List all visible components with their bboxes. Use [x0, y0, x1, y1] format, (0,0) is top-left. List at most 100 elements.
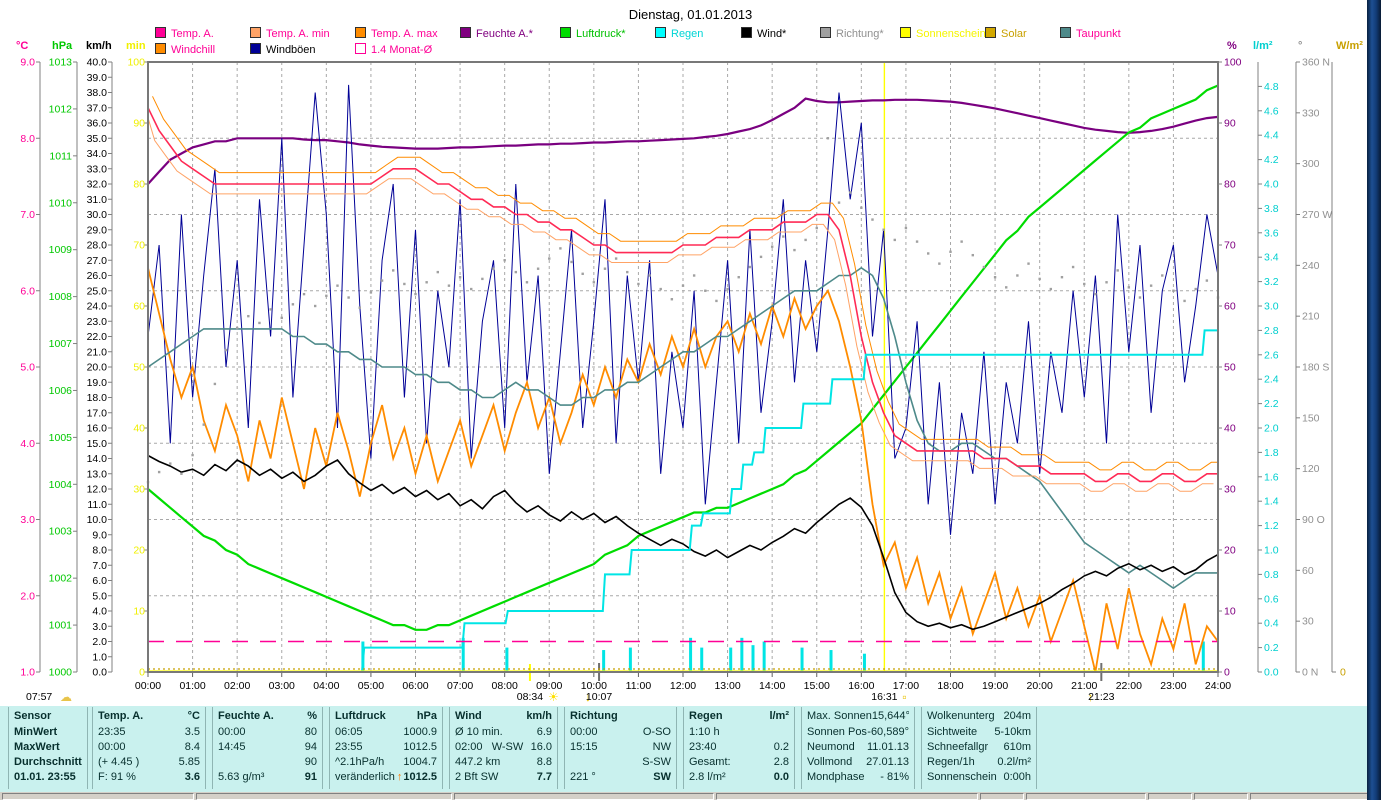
svg-text:20.0: 20.0: [87, 362, 108, 374]
table-row: 23:40 0.2: [689, 741, 789, 753]
svg-text:3.6: 3.6: [1264, 227, 1279, 239]
table-row: MaxWert: [14, 741, 60, 753]
legend-item-1-4-monat-: 1.4 Monat-Ø: [355, 43, 433, 56]
svg-text:36.0: 36.0: [87, 118, 108, 130]
table-row: Wolkenunterg 204m: [927, 710, 1031, 722]
svg-text:1012: 1012: [49, 103, 73, 115]
table-row: 14:45 94: [218, 741, 317, 753]
svg-text:21:23: 21:23: [1088, 691, 1114, 703]
series-temp_min: [147, 117, 1214, 492]
table-row: Neumond 11.01.13: [807, 741, 909, 753]
svg-text:10:00: 10:00: [581, 680, 607, 692]
series-luftdruck: [147, 84, 1219, 631]
legend-item-richtung-: Richtung*: [820, 27, 884, 40]
svg-text:27.0: 27.0: [87, 255, 108, 267]
y-axis-wm: 0: [1331, 62, 1346, 679]
table-column-info-2: Wolkenunterg 204m Sichtweite 5-10km Schneefa…: [921, 707, 1037, 789]
table-row: Richtung: [570, 710, 618, 722]
svg-text:19:00: 19:00: [982, 680, 1008, 692]
svg-text:06:00: 06:00: [402, 680, 428, 692]
annotation-16-31: 16:31 ▫: [871, 690, 906, 704]
legend-swatch-icon: [250, 27, 261, 38]
annotation-10-07: ↓10:07: [585, 690, 612, 704]
series-windboeen: [147, 84, 1219, 535]
table-row: 447.2 km 8.8: [455, 756, 552, 768]
axis-header-kmh: km/h: [86, 40, 112, 52]
legend-label: 1.4 Monat-Ø: [371, 44, 433, 56]
svg-text:2.2: 2.2: [1264, 398, 1279, 410]
legend-swatch-icon: [560, 27, 571, 38]
svg-text:30: 30: [133, 484, 145, 496]
svg-text:13.0: 13.0: [87, 468, 108, 480]
y-axis-deg: 0 N 30 60 90 O 120 150 180 S 210 240 270 W 300 330 3…: [1295, 57, 1332, 679]
svg-text:13:00: 13:00: [714, 680, 740, 692]
svg-text:1.0: 1.0: [92, 651, 107, 663]
sun-moon-markers: [528, 63, 1103, 681]
legend-item-windb-en: Windböen: [250, 43, 316, 56]
legend-swatch-icon: [985, 27, 996, 38]
status-segment: [1148, 793, 1192, 800]
table-row: 1:10 h: [689, 726, 720, 738]
svg-text:1.4: 1.4: [1264, 496, 1279, 508]
svg-text:22:00: 22:00: [1116, 680, 1142, 692]
legend-swatch-icon: [741, 27, 752, 38]
legend-swatch-icon: [1060, 27, 1071, 38]
svg-text:1.8: 1.8: [1264, 447, 1279, 459]
series-temp: [147, 107, 1218, 483]
svg-text:11.0: 11.0: [87, 499, 107, 511]
table-row: F: 91 % 3.6: [98, 771, 200, 783]
svg-text:0.8: 0.8: [1264, 569, 1279, 581]
svg-text:4.0: 4.0: [20, 438, 35, 450]
svg-text:8.0: 8.0: [92, 545, 107, 557]
svg-text:9.0: 9.0: [20, 57, 35, 69]
svg-text:270 W: 270 W: [1302, 209, 1332, 221]
svg-text:09:00: 09:00: [536, 680, 562, 692]
svg-text:80: 80: [133, 179, 145, 191]
axis-header-min: min: [126, 40, 146, 52]
svg-text:1004: 1004: [49, 479, 73, 491]
svg-text:100: 100: [1224, 57, 1242, 69]
svg-text:40: 40: [1224, 423, 1236, 435]
legend-label: Luftdruck*: [576, 28, 626, 40]
svg-text:16.0: 16.0: [87, 423, 108, 435]
svg-text:90 O: 90 O: [1302, 514, 1325, 526]
svg-text:16:00: 16:00: [848, 680, 874, 692]
svg-text:1005: 1005: [49, 432, 73, 444]
svg-text:4.6: 4.6: [1264, 105, 1279, 117]
table-row: Gesamt: 2.8: [689, 756, 789, 768]
svg-text:22.0: 22.0: [87, 331, 108, 343]
svg-text:38.0: 38.0: [87, 87, 108, 99]
series-feuchte: [147, 97, 1219, 185]
legend-item-solar: Solar: [985, 27, 1027, 40]
legend-item-windchill: Windchill: [155, 43, 216, 56]
table-row: Temp. A. °C: [98, 710, 200, 722]
svg-text:1009: 1009: [49, 244, 73, 256]
status-bar: [0, 792, 1381, 800]
annotation-08-34: 08:34 ☀: [517, 690, 559, 704]
svg-text:9.0: 9.0: [92, 529, 107, 541]
svg-text:1.0: 1.0: [20, 667, 35, 679]
axis-header-c: °C: [16, 40, 29, 52]
table-row: 00:00 80: [218, 726, 317, 738]
svg-text:07:00: 07:00: [447, 680, 473, 692]
table-row: 2 Bft SW 7.7: [455, 771, 552, 783]
svg-text:2.6: 2.6: [1264, 349, 1279, 361]
table-row: Regen/1h 0.2l/m²: [927, 756, 1031, 768]
legend-label: Windchill: [171, 44, 216, 56]
svg-text:24:00: 24:00: [1205, 680, 1231, 692]
table-column-regen: Regen l/m² 1:10 h 23:40 0.2 Gesamt: 2.8 2.8 l/m…: [683, 707, 795, 789]
status-segment: [2, 793, 194, 800]
svg-text:39.0: 39.0: [87, 72, 108, 84]
svg-text:90: 90: [133, 118, 145, 130]
svg-text:330: 330: [1302, 107, 1320, 119]
svg-text:19.0: 19.0: [87, 377, 108, 389]
svg-text:2.8: 2.8: [1264, 325, 1279, 337]
table-column-luftdruck: Luftdruck hPa 06:05 1000.9 23:55 1012.5 ^2.1hP…: [329, 707, 443, 789]
legend-swatch-icon: [250, 43, 261, 54]
table-row: S-SW: [642, 756, 671, 768]
table-row: Feuchte A.%: [218, 710, 317, 722]
table-row: Max. Sonnen 15,644°: [807, 710, 909, 722]
status-segment: [1250, 793, 1380, 800]
svg-text:120: 120: [1302, 463, 1320, 475]
svg-text:01:00: 01:00: [179, 680, 205, 692]
